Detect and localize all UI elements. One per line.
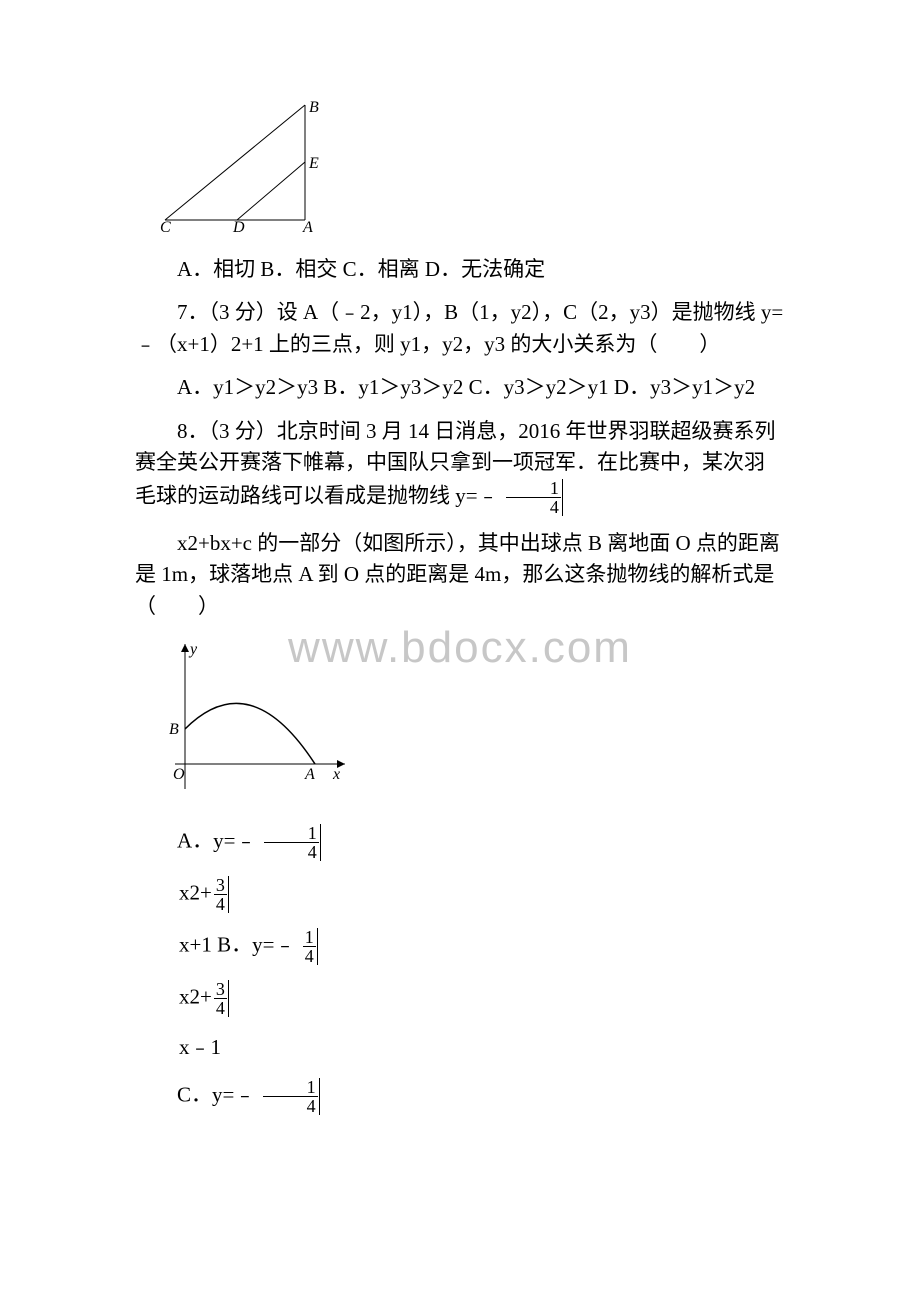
svg-text:A: A <box>302 219 313 232</box>
fraction-den: 4 <box>214 999 227 1017</box>
option-b-sub1: x2+ 3 4 <box>179 980 785 1017</box>
fraction-den: 4 <box>263 1097 318 1115</box>
fraction-den: 4 <box>303 947 316 965</box>
svg-text:O: O <box>173 766 185 783</box>
q8-text-1: 8．（3 分）北京时间 3 月 14 日消息，2016 年世界羽联超级赛系列赛全… <box>135 419 776 507</box>
q6-options: A．相切 B．相交 C．相离 D．无法确定 <box>135 254 785 286</box>
q7-options: A．y1＞y2＞y3 B．y1＞y3＞y2 C．y3＞y2＞y1 D．y3＞y1… <box>135 372 785 404</box>
x-plus-1-b: x+1 B．y=﹣ <box>179 932 295 956</box>
svg-text:A: A <box>304 766 315 783</box>
option-a: A．y=﹣ 1 4 <box>135 824 785 861</box>
option-a-prefix: A．y=﹣ <box>177 828 257 852</box>
q7-text: 7．（3 分）设 A（﹣2，y1），B（1，y2），C（2，y3）是抛物线 y=… <box>135 297 785 360</box>
fraction-3-4-a: 3 4 <box>214 876 227 913</box>
option-b-sub2: x﹣1 <box>179 1032 785 1064</box>
triangle-diagram: B E A D C <box>155 100 785 242</box>
option-c-prefix: C．y=﹣ <box>177 1082 255 1106</box>
fraction-bar <box>320 824 321 861</box>
q8-text-part2: x2+bx+c 的一部分（如图所示），其中出球点 B 离地面 O 点的距离是 1… <box>135 528 785 623</box>
svg-text:D: D <box>232 219 245 232</box>
fraction-bar <box>319 1078 320 1115</box>
svg-text:y: y <box>188 641 198 658</box>
option-c: C．y=﹣ 1 4 <box>135 1078 785 1115</box>
fraction-num: 1 <box>303 928 316 947</box>
fraction-num: 1 <box>506 479 561 498</box>
parabola-diagram: y x O A B <box>155 634 785 809</box>
fraction-bar <box>228 980 229 1017</box>
svg-text:E: E <box>308 155 319 172</box>
x2-plus-b: x2+ <box>179 984 212 1008</box>
option-a-sub2: x+1 B．y=﹣ 1 4 <box>179 928 785 965</box>
document-content: B E A D C A．相切 B．相交 C．相离 D．无法确定 7．（3 分）设… <box>135 100 785 1115</box>
q8-text-part1: 8．（3 分）北京时间 3 月 14 日消息，2016 年世界羽联超级赛系列赛全… <box>135 416 785 516</box>
fraction-den: 4 <box>264 843 319 861</box>
fraction-num: 1 <box>263 1078 318 1097</box>
fraction-bar <box>562 479 563 516</box>
fraction-den: 4 <box>506 498 561 516</box>
fraction-num: 3 <box>214 876 227 895</box>
fraction-bar <box>317 928 318 965</box>
fraction-den: 4 <box>214 895 227 913</box>
fraction-1-4-b: 1 4 <box>303 928 316 965</box>
fraction-1-4-a: 1 4 <box>264 824 319 861</box>
fraction-num: 3 <box>214 980 227 999</box>
svg-text:C: C <box>160 219 171 232</box>
fraction-bar <box>228 876 229 913</box>
fraction-3-4-b: 3 4 <box>214 980 227 1017</box>
fraction-num: 1 <box>264 824 319 843</box>
svg-text:B: B <box>169 721 179 738</box>
svg-text:x: x <box>332 766 340 783</box>
option-a-sub1: x2+ 3 4 <box>179 876 785 913</box>
fraction-1-4-c: 1 4 <box>263 1078 318 1115</box>
x2-plus: x2+ <box>179 880 212 904</box>
fraction-1-4: 1 4 <box>506 479 561 516</box>
svg-text:B: B <box>309 100 319 116</box>
